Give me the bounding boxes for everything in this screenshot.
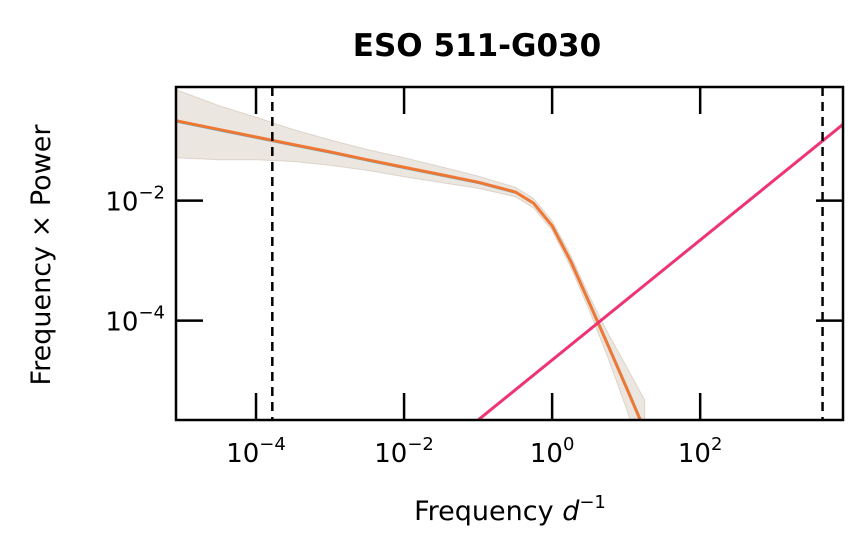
y-tick-label: 10−2 bbox=[105, 183, 165, 218]
y-tick-label: 10−4 bbox=[105, 303, 165, 338]
x-tick-label: 10−4 bbox=[226, 434, 286, 469]
axes-frame bbox=[174, 85, 845, 422]
noise-line bbox=[477, 122, 843, 420]
plot-area bbox=[176, 87, 843, 420]
x-tick-label: 100 bbox=[530, 434, 575, 469]
chart-title: ESO 511-G030 bbox=[353, 28, 601, 64]
x-tick-label: 10−2 bbox=[374, 434, 434, 469]
y-axis-label: Frequency × Power bbox=[26, 124, 57, 386]
ticks: 10−4 10−2 100 102 10−2 10−4 bbox=[105, 87, 843, 469]
model-line bbox=[176, 119, 642, 420]
confidence-band bbox=[176, 89, 646, 420]
x-axis-label: Frequency d−1 bbox=[414, 492, 606, 527]
x-tick-label: 102 bbox=[678, 434, 723, 469]
